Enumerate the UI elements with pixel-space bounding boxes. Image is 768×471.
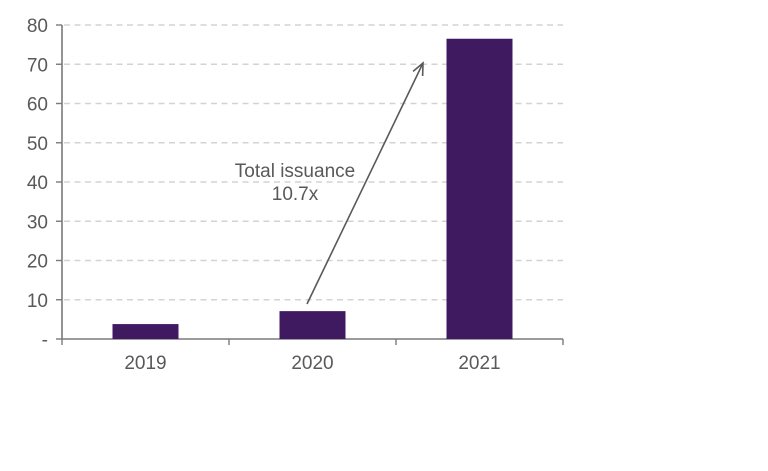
bars <box>112 38 513 340</box>
y-axis-label: 20 <box>27 252 48 273</box>
y-axis-label: 60 <box>27 95 48 116</box>
y-axis-label: 30 <box>27 212 48 233</box>
y-axis-label: 40 <box>27 173 48 194</box>
annotation-arrow <box>306 61 424 305</box>
y-axis-labels: - 10 20 30 40 50 60 70 80 <box>27 16 48 351</box>
bar-2021 <box>446 38 513 340</box>
annotation-line1: Total issuance <box>234 161 356 182</box>
annotation-line2: 10.7x <box>271 184 319 205</box>
y-axis-label: 50 <box>27 134 48 155</box>
annotation-label: Total issuance 10.7x <box>212 160 378 206</box>
arrow-shaft <box>306 62 424 305</box>
x-axis-label: 2021 <box>458 353 500 374</box>
y-axis-label: - <box>42 330 48 351</box>
x-axis-label: 2020 <box>291 353 333 374</box>
x-axis-label: 2019 <box>124 353 166 374</box>
bar-2019 <box>112 324 179 339</box>
x-axis-labels: 2019 2020 2021 <box>124 353 500 374</box>
y-axis-label: 80 <box>27 16 48 37</box>
bar-2020 <box>279 311 346 339</box>
y-axis-label: 70 <box>27 55 48 76</box>
arrow-head <box>412 61 424 77</box>
y-axis-label: 10 <box>27 291 48 312</box>
